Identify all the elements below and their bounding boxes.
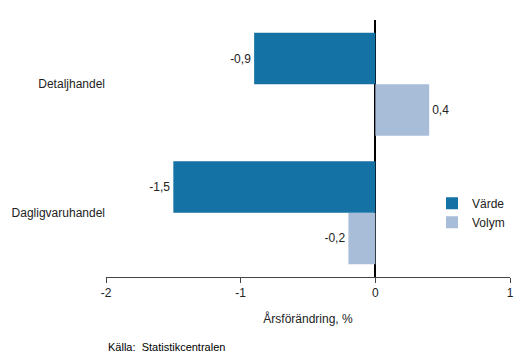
svg-text:-0,2: -0,2 [324, 231, 345, 245]
svg-text:-2: -2 [101, 286, 112, 300]
svg-text:Detaljhandel: Detaljhandel [38, 77, 105, 91]
svg-text:Dagligvaruhandel: Dagligvaruhandel [12, 206, 105, 220]
svg-text:1: 1 [507, 286, 514, 300]
svg-text:0: 0 [372, 286, 379, 300]
svg-text:-1: -1 [235, 286, 246, 300]
svg-text:Värde: Värde [472, 197, 504, 211]
svg-text:-0,9: -0,9 [230, 52, 251, 66]
svg-text:Volym: Volym [472, 216, 505, 230]
svg-text:Årsförändring, %: Årsförändring, % [263, 311, 353, 326]
svg-text:-1,5: -1,5 [149, 180, 170, 194]
svg-text:Källa: Statistikcentralen: Källa: Statistikcentralen [108, 341, 225, 353]
svg-text:0,4: 0,4 [432, 103, 449, 117]
